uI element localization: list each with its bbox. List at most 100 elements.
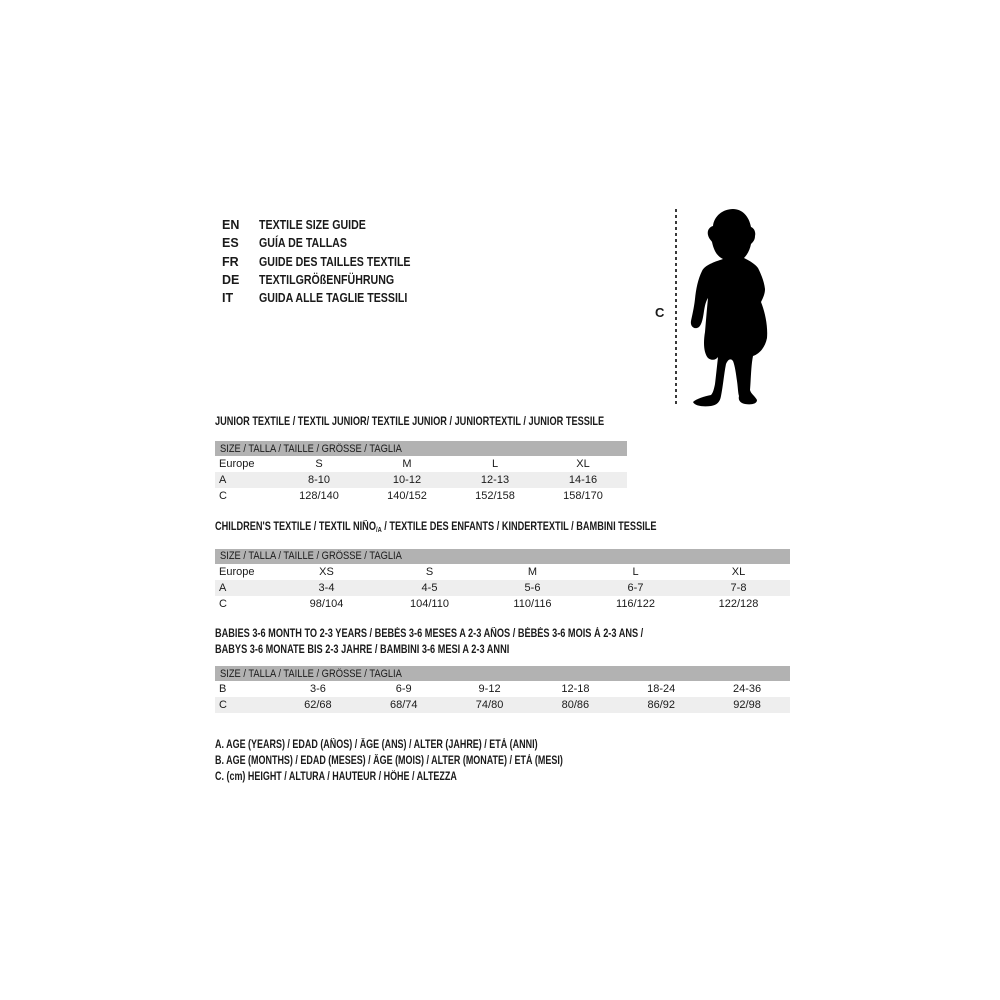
legend-footnotes: A. AGE (YEARS) / EDAD (AÑOS) / ÂGE (ANS)…: [215, 737, 661, 785]
table-row-age: A 3-4 4-5 5-6 6-7 7-8: [215, 579, 790, 596]
title-subscript: /A: [375, 525, 382, 534]
height-cell: 86/92: [618, 697, 705, 713]
size-cell: XL: [731, 565, 746, 578]
months-cell: 24-36: [733, 683, 762, 695]
table-row-europe: Europe XS S M L XL: [215, 564, 790, 580]
size-header-label: SIZE / TALLA / TAILLE / GRÖSSE / TAGLIA: [220, 667, 402, 680]
size-cell: L: [491, 458, 499, 470]
toddler-silhouette-icon: [690, 209, 768, 407]
children-section-title: CHILDREN'S TEXTILE / TEXTIL NIÑO/A / TEX…: [215, 519, 790, 538]
table-row-height: C 128/140 140/152 152/158 158/170: [215, 488, 627, 504]
row-label: C: [219, 597, 227, 610]
babies-section: BABIES 3-6 MONTH TO 2-3 YEARS / BEBÉS 3-…: [215, 626, 790, 713]
row-label: C: [219, 490, 227, 502]
age-cell: 6-7: [584, 579, 687, 596]
size-cell: M: [402, 458, 412, 470]
height-cell: 158/170: [563, 490, 603, 502]
footnote-text: C. (cm) HEIGHT / ALTURA / HAUTEUR / HÖHE…: [215, 771, 457, 783]
children-section-title-text: CHILDREN'S TEXTILE / TEXTIL NIÑO/A / TEX…: [215, 519, 657, 538]
language-row-fr: FR GUIDE DES TAILLES TEXTILE: [222, 253, 437, 271]
babies-section-title-line1: BABIES 3-6 MONTH TO 2-3 YEARS / BEBÉS 3-…: [215, 626, 790, 642]
height-cell: 98/104: [309, 597, 344, 610]
height-cell: 92/98: [704, 697, 790, 713]
months-cell: 3-6: [309, 683, 326, 695]
babies-section-title-line2: BABYS 3-6 MONATE BIS 2-3 JAHRE / BAMBINI…: [215, 642, 790, 658]
footnote-text: A. AGE (YEARS) / EDAD (AÑOS) / ÂGE (ANS)…: [215, 739, 538, 751]
size-cell: M: [527, 565, 538, 578]
language-row-es: ES GUÍA DE TALLAS: [222, 234, 437, 252]
size-cell: XS: [319, 565, 334, 578]
guide-title-fr: GUIDE DES TAILLES TEXTILE: [259, 254, 411, 269]
size-header-row: SIZE / TALLA / TAILLE / GRÖSSE / TAGLIA: [215, 548, 790, 564]
babies-title-text-1: BABIES 3-6 MONTH TO 2-3 YEARS / BEBÉS 3-…: [215, 628, 644, 640]
size-cell: S: [315, 458, 323, 470]
age-cell: 3-4: [275, 579, 378, 596]
language-code: IT: [222, 291, 234, 306]
size-cell: L: [632, 565, 639, 578]
row-label: A: [215, 472, 275, 488]
height-dashed-line: [675, 209, 677, 405]
children-section: CHILDREN'S TEXTILE / TEXTIL NIÑO/A / TEX…: [215, 519, 790, 612]
height-cell: 140/152: [387, 490, 427, 502]
table-row-age: A 8-10 10-12 12-13 14-16: [215, 472, 627, 488]
junior-section-title-text: JUNIOR TEXTILE / TEXTIL JUNIOR/ TEXTILE …: [215, 416, 605, 428]
height-cell: 122/128: [718, 597, 759, 610]
table-row-height: C 98/104 104/110 110/116 116/122 122/128: [215, 596, 790, 612]
junior-section-title: JUNIOR TEXTILE / TEXTIL JUNIOR/ TEXTILE …: [215, 414, 701, 430]
table-row-height: C 62/68 68/74 74/80 80/86 86/92 92/98: [215, 697, 790, 713]
height-cell: 104/110: [410, 597, 449, 610]
language-code: ES: [222, 236, 239, 251]
row-label: Europe: [219, 458, 255, 470]
row-label: Europe: [219, 565, 255, 578]
row-label: C: [215, 697, 275, 713]
guide-title-es: GUÍA DE TALLAS: [259, 236, 347, 251]
language-row-en: EN TEXTILE SIZE GUIDE: [222, 216, 437, 234]
table-row-europe: Europe S M L XL: [215, 456, 627, 472]
language-row-de: DE TEXTILGRÖßENFÜHRUNG: [222, 271, 437, 289]
guide-title-de: TEXTILGRÖßENFÜHRUNG: [259, 272, 395, 287]
language-row-it: IT GUIDA ALLE TAGLIE TESSILI: [222, 289, 437, 307]
age-cell: 12-13: [451, 472, 539, 488]
junior-size-table: SIZE / TALLA / TAILLE / GRÖSSE / TAGLIA …: [215, 441, 627, 504]
age-cell: 7-8: [687, 579, 790, 596]
footnote-age-years: A. AGE (YEARS) / EDAD (AÑOS) / ÂGE (ANS)…: [215, 737, 661, 753]
babies-size-table: SIZE / TALLA / TAILLE / GRÖSSE / TAGLIA …: [215, 666, 790, 713]
size-header-row: SIZE / TALLA / TAILLE / GRÖSSE / TAGLIA: [215, 441, 627, 456]
footnote-text: B. AGE (MONTHS) / EDAD (MESES) / ÂGE (MO…: [215, 755, 563, 767]
age-cell: 10-12: [363, 472, 451, 488]
height-cell: 80/86: [532, 697, 619, 713]
height-cell: 152/158: [475, 490, 515, 502]
age-cell: 5-6: [481, 579, 584, 596]
height-cell: 68/74: [360, 697, 447, 713]
language-code: DE: [222, 272, 240, 287]
title-part: CHILDREN'S TEXTILE / TEXTIL NIÑO: [215, 521, 376, 533]
height-measure-label: C: [655, 305, 665, 320]
months-cell: 12-18: [561, 683, 590, 695]
size-cell: XL: [576, 458, 590, 470]
size-cell: S: [425, 565, 434, 578]
height-cell: 116/122: [616, 597, 655, 610]
title-part: / TEXTILE DES ENFANTS / KINDERTEXTIL / B…: [381, 521, 657, 533]
height-cell: 128/140: [299, 490, 339, 502]
language-title-list: EN TEXTILE SIZE GUIDE ES GUÍA DE TALLAS FR…: [222, 216, 437, 307]
height-cell: 110/116: [513, 597, 552, 610]
months-cell: 6-9: [395, 683, 412, 695]
guide-title-it: GUIDA ALLE TAGLIE TESSILI: [259, 291, 408, 306]
row-label: B: [219, 683, 227, 695]
children-size-table: SIZE / TALLA / TAILLE / GRÖSSE / TAGLIA …: [215, 548, 790, 612]
size-header-label: SIZE / TALLA / TAILLE / GRÖSSE / TAGLIA: [220, 550, 402, 563]
footnote-age-months: B. AGE (MONTHS) / EDAD (MESES) / ÂGE (MO…: [215, 753, 661, 769]
age-cell: 4-5: [378, 579, 481, 596]
months-cell: 18-24: [647, 683, 676, 695]
age-cell: 8-10: [275, 472, 363, 488]
table-row-months: B 3-6 6-9 9-12 12-18 18-24 24-36: [215, 681, 790, 697]
footnote-height-cm: C. (cm) HEIGHT / ALTURA / HAUTEUR / HÖHE…: [215, 769, 661, 785]
months-cell: 9-12: [478, 683, 501, 695]
height-cell: 74/80: [446, 697, 533, 713]
age-cell: 14-16: [539, 472, 627, 488]
language-code: FR: [222, 254, 239, 269]
guide-title-en: TEXTILE SIZE GUIDE: [259, 218, 366, 232]
row-label: A: [215, 579, 275, 596]
babies-title-text-2: BABYS 3-6 MONATE BIS 2-3 JAHRE / BAMBINI…: [215, 644, 510, 656]
